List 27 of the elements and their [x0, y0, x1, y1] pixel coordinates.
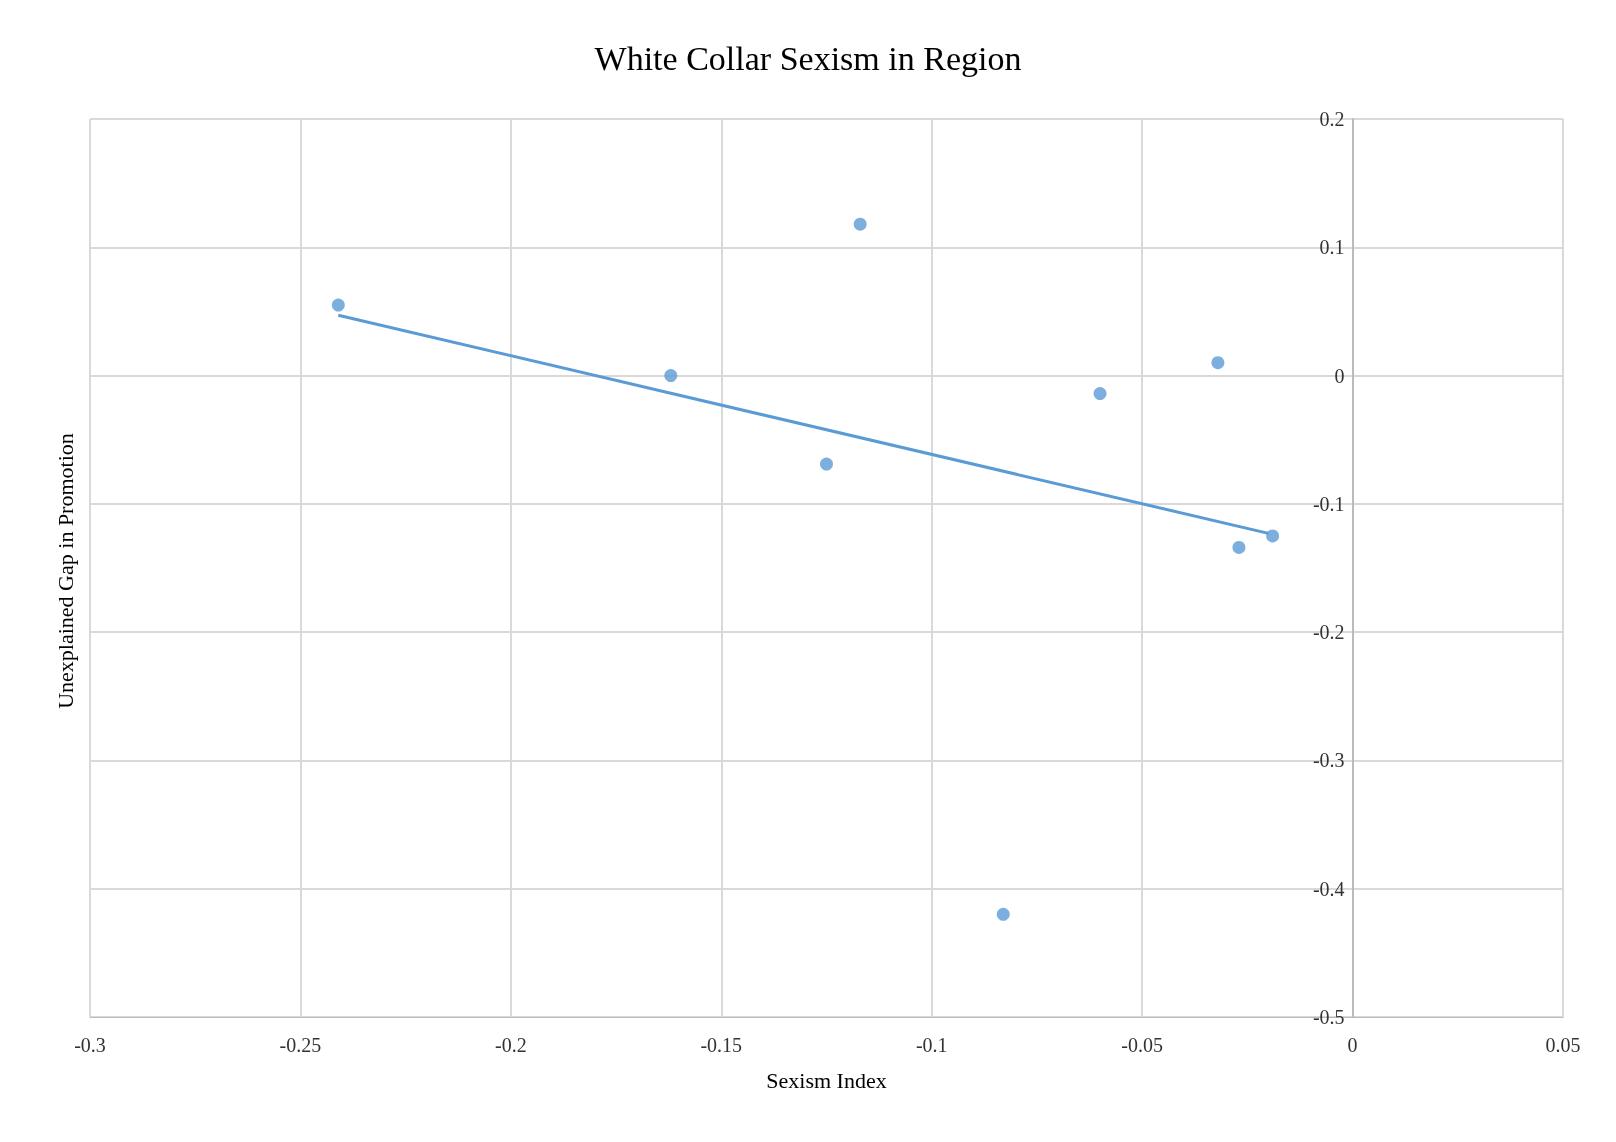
y-tick-label: -0.2	[1312, 621, 1345, 644]
point	[1093, 387, 1107, 401]
x-axis-title: Sexism Index	[766, 1067, 887, 1093]
chart-title: White Collar Sexism in Region	[594, 39, 1022, 77]
point	[820, 457, 833, 471]
x-tick-label: -0.1	[915, 1034, 948, 1056]
point	[853, 217, 867, 231]
y-tick-label: 0.1	[1319, 236, 1345, 259]
y-tick-label: -0.3	[1312, 749, 1345, 772]
y-axis-title: Unexplained Gap in Promotion	[52, 433, 78, 709]
y-tick-label: 0	[1334, 364, 1345, 387]
point	[664, 369, 678, 383]
y-tick-label: -0.1	[1312, 492, 1345, 515]
x-tick-label: -0.25	[279, 1034, 322, 1056]
y-tick-label: -0.4	[1312, 877, 1345, 900]
x-tick-label: -0.05	[1121, 1034, 1163, 1056]
point	[331, 298, 345, 312]
point	[1232, 540, 1246, 554]
x-tick-label: -0.3	[74, 1034, 106, 1056]
x-tick-label: -0.15	[700, 1034, 743, 1056]
y-tick-label: -0.5	[1312, 1006, 1345, 1028]
point	[1266, 529, 1280, 543]
point	[996, 907, 1010, 921]
y-tick-label: 0.2	[1319, 108, 1345, 130]
x-tick-label: -0.2	[495, 1034, 527, 1056]
point	[1211, 356, 1225, 370]
x-tick-label: 0.05	[1545, 1034, 1581, 1056]
